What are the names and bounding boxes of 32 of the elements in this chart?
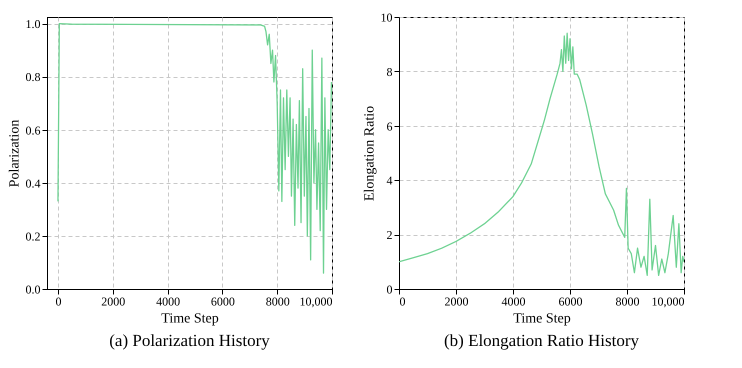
line-series	[399, 32, 684, 276]
x-tick-label: 0	[400, 294, 406, 308]
x-tick-label: 10,000	[652, 294, 684, 308]
x-tick-label: 2000	[444, 294, 468, 308]
x-axis-title: Time Step	[513, 312, 571, 326]
x-axis-title: Time Step	[161, 312, 219, 326]
x-tick-label: 4000	[502, 294, 526, 308]
x-tick-label: 8000	[266, 294, 290, 308]
y-tick-label: 0.4	[26, 176, 40, 190]
y-tick-label: 0.0	[26, 282, 40, 296]
x-tick-label: 10,000	[300, 294, 332, 308]
y-tick-label: 2	[386, 228, 392, 242]
y-tick-label: 10	[380, 10, 392, 24]
y-tick-label: 6	[386, 119, 392, 134]
y-tick-label: 0.2	[26, 229, 40, 244]
x-tick-label: 2000	[101, 294, 126, 308]
text: (a) Polarization History	[109, 331, 270, 350]
y-axis-title: Elongation Ratio	[362, 106, 378, 202]
y-tick-label: 0.8	[26, 70, 40, 84]
line-series	[57, 22, 332, 274]
y-tick-label: 4	[386, 174, 392, 188]
text: (b) Elongation Ratio History	[444, 331, 640, 350]
y-tick-label: 0	[386, 282, 392, 296]
x-tick-label: 0	[55, 294, 62, 308]
x-tick-label: 6000	[210, 294, 235, 308]
y-axis-title: Polarization	[8, 120, 22, 188]
x-tick-label: 8000	[616, 294, 640, 308]
x-tick-label: 6000	[558, 294, 582, 308]
y-tick-label: 1.0	[26, 17, 40, 32]
x-tick-label: 4000	[156, 294, 180, 308]
y-tick-label: 8	[386, 64, 392, 79]
y-tick-label: 0.6	[26, 123, 40, 138]
